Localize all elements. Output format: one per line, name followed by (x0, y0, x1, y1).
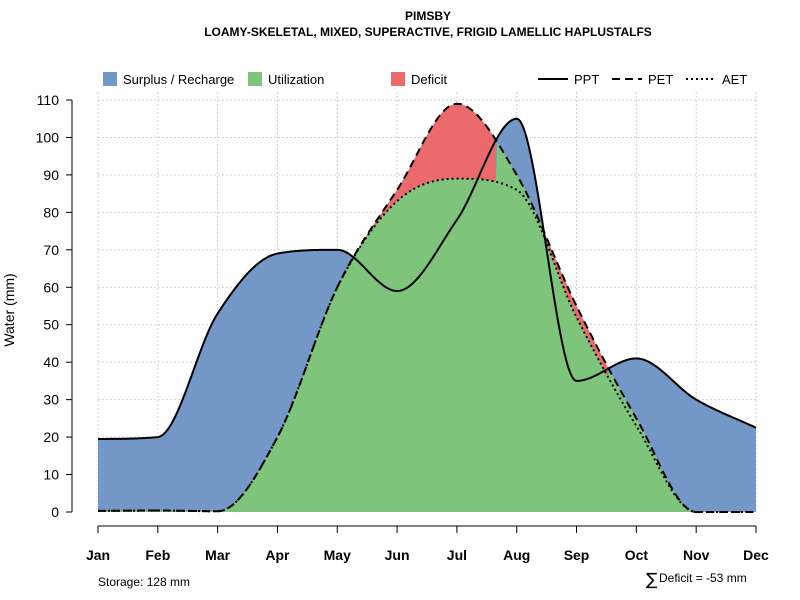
sum-symbol: ∑ (646, 570, 658, 590)
x-tick-label: Sep (564, 547, 590, 563)
y-tick-label: 110 (37, 92, 60, 108)
legend-swatch-deficit (391, 72, 405, 86)
x-tick-label: Apr (265, 547, 290, 563)
deficit-annotation: Deficit = -53 mm (659, 571, 747, 585)
x-tick-label: Aug (503, 547, 530, 563)
legend-label-utilization: Utilization (268, 72, 324, 87)
x-tick-label: Dec (743, 547, 769, 563)
legend: Surplus / Recharge Utilization Deficit P… (103, 72, 747, 87)
y-tick-label: 80 (43, 204, 59, 220)
y-tick-label: 40 (43, 354, 59, 370)
utilization-area (98, 142, 756, 512)
legend-label-deficit: Deficit (411, 72, 448, 87)
y-tick-label: 0 (51, 504, 59, 520)
legend-label-ppt: PPT (574, 72, 599, 87)
x-tick-label: Oct (625, 547, 649, 563)
x-tick-label: Mar (205, 547, 230, 563)
x-tick-label: May (324, 547, 351, 563)
x-tick-label: Nov (683, 547, 710, 563)
legend-label-pet: PET (648, 72, 673, 87)
series-lines (97, 102, 757, 513)
pet-line (97, 102, 756, 513)
y-tick-label: 30 (43, 392, 59, 408)
legend-label-surplus: Surplus / Recharge (123, 72, 234, 87)
legend-swatch-utilization (248, 72, 262, 86)
chart-subtitle: LOAMY-SKELETAL, MIXED, SUPERACTIVE, FRIG… (204, 25, 652, 39)
x-tick-label: Jun (385, 547, 410, 563)
y-tick-label: 10 (43, 467, 59, 483)
ppt-line (98, 117, 757, 440)
x-axis: Jan Feb Mar Apr May Jun Jul Aug Sep Oct Nov Dec (86, 525, 769, 563)
x-tick-label: Jul (447, 547, 467, 563)
x-tick-label: Jan (86, 547, 110, 563)
y-axis: 0 10 20 30 40 50 60 70 80 90 100 110 (36, 92, 73, 520)
y-tick-label: 50 (43, 317, 59, 333)
y-axis-title: Water (mm) (1, 273, 17, 346)
chart-title: PIMSBY (405, 9, 451, 23)
y-tick-label: 60 (43, 279, 59, 295)
x-tick-label: Feb (145, 547, 170, 563)
storage-annotation: Storage: 128 mm (98, 575, 190, 589)
legend-label-aet: AET (722, 72, 747, 87)
y-tick-label: 20 (43, 429, 59, 445)
area-fills (98, 103, 756, 512)
y-tick-label: 90 (43, 167, 59, 183)
y-tick-label: 70 (43, 242, 59, 258)
y-tick-label: 100 (36, 129, 60, 145)
legend-swatch-surplus (103, 72, 117, 86)
